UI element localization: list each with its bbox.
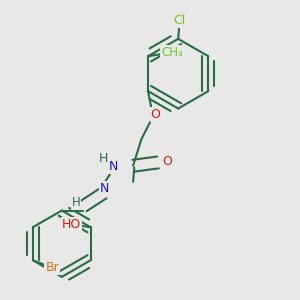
Text: HO: HO bbox=[61, 218, 81, 231]
Text: H: H bbox=[99, 152, 108, 165]
Text: O: O bbox=[162, 155, 172, 168]
Text: H: H bbox=[72, 196, 80, 209]
Text: Br: Br bbox=[45, 261, 59, 274]
Text: O: O bbox=[151, 108, 160, 121]
Text: Cl: Cl bbox=[174, 14, 186, 27]
Text: N: N bbox=[109, 160, 118, 173]
Text: N: N bbox=[100, 182, 110, 196]
Text: CH₃: CH₃ bbox=[161, 46, 183, 59]
